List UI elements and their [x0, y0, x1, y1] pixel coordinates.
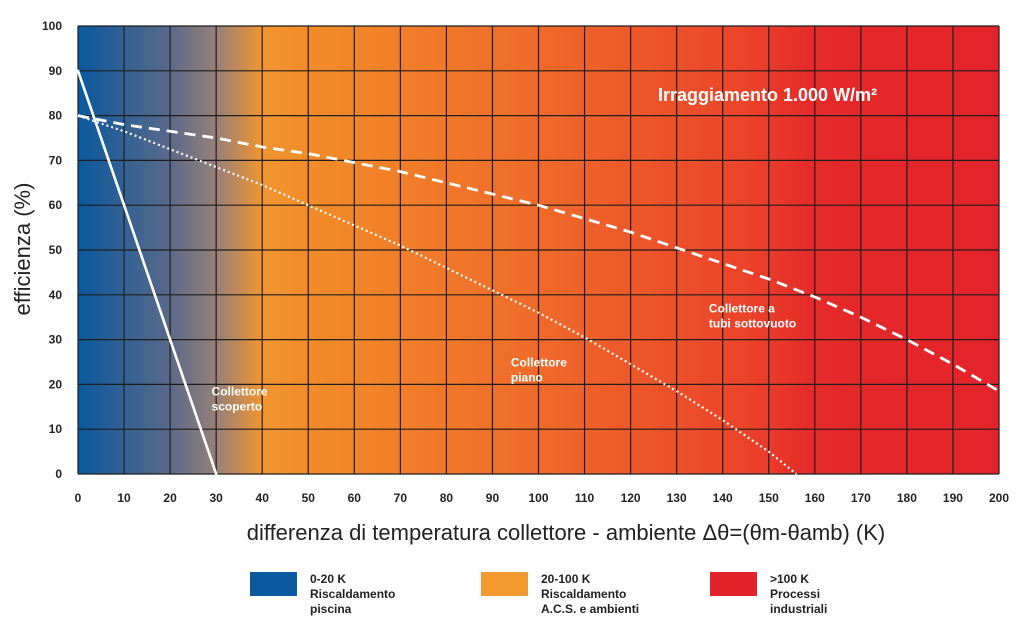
series-label-line: scoperto [212, 400, 263, 414]
x-tick-label: 170 [851, 491, 871, 505]
legend-range: 0-20 K [310, 572, 347, 586]
x-tick-label: 150 [759, 491, 779, 505]
legend-line: Riscaldamento [541, 587, 627, 601]
x-tick-label: 70 [394, 491, 408, 505]
series-label-1: Collettore scoperto [212, 385, 268, 414]
series-label-2: Collettore piano [511, 355, 567, 384]
x-tick-label: 30 [209, 491, 223, 505]
x-tick-label: 60 [348, 491, 362, 505]
x-tick-label: 190 [943, 491, 963, 505]
series-group [76, 69, 1000, 476]
legend-item-0-20k: 0-20 K Riscaldamento piscina [250, 572, 395, 617]
y-tick-label: 100 [42, 19, 62, 33]
x-axis-ticks: 0 10 20 30 40 50 60 70 80 90 100 110 120 130 140 150 160… [75, 491, 1010, 505]
series-label-line: Collettore [212, 385, 268, 399]
series-label-line: Collettore [511, 355, 567, 369]
y-tick-label: 10 [49, 422, 63, 436]
series-line-1 [76, 69, 218, 476]
series-label-line: Collettore a [709, 302, 775, 316]
x-tick-label: 180 [897, 491, 917, 505]
legend-line: A.C.S. e ambienti [541, 602, 640, 616]
series-label-3: Collettore a tubi sottovuoto [709, 302, 796, 331]
legend-item-over-100k: >100 K Processi industriali [710, 572, 827, 617]
x-tick-label: 100 [528, 491, 548, 505]
x-tick-label: 140 [713, 491, 733, 505]
legend-line: Riscaldamento [310, 587, 396, 601]
x-tick-label: 120 [621, 491, 641, 505]
x-tick-label: 10 [117, 491, 131, 505]
x-tick-label: 0 [75, 491, 82, 505]
legend-text: >100 K Processi industriali [770, 572, 827, 617]
series-label-line: piano [511, 370, 543, 384]
y-tick-label: 0 [55, 467, 62, 481]
x-tick-label: 130 [667, 491, 687, 505]
series-label-line: tubi sottovuoto [709, 317, 796, 331]
x-tick-label: 160 [805, 491, 825, 505]
series-line-3 [77, 114, 1000, 393]
legend-line: piscina [310, 602, 352, 616]
legend-range: >100 K [770, 572, 810, 586]
x-tick-label: 80 [440, 491, 454, 505]
y-tick-label: 40 [49, 288, 63, 302]
x-tick-label: 40 [256, 491, 270, 505]
legend-line: industriali [770, 602, 828, 616]
legend-text: 20-100 K Riscaldamento A.C.S. e ambienti [541, 572, 639, 617]
series-line-2 [77, 114, 798, 475]
legend-range: 20-100 K [541, 572, 591, 586]
legend-line: Processi [770, 587, 821, 601]
x-tick-label: 20 [163, 491, 177, 505]
x-tick-label: 110 [575, 491, 595, 505]
x-tick-label: 200 [989, 491, 1009, 505]
x-tick-label: 90 [486, 491, 500, 505]
chart-title: Irraggiamento 1.000 W/m² [658, 85, 877, 105]
legend-swatch-blue [250, 572, 297, 596]
y-tick-label: 30 [49, 333, 63, 347]
x-tick-label: 50 [302, 491, 316, 505]
y-tick-label: 90 [49, 64, 63, 78]
legend-swatch-red [710, 572, 757, 596]
legend-item-20-100k: 20-100 K Riscaldamento A.C.S. e ambienti [481, 572, 639, 617]
y-tick-label: 80 [49, 109, 63, 123]
y-axis-title: efficienza (%) [10, 183, 35, 316]
y-tick-label: 70 [49, 153, 63, 167]
legend-text: 0-20 K Riscaldamento piscina [310, 572, 395, 617]
y-tick-label: 50 [49, 243, 63, 257]
y-tick-label: 20 [49, 377, 63, 391]
y-axis-ticks: 0 10 20 30 40 50 60 70 80 90 100 [42, 19, 62, 481]
y-tick-label: 60 [49, 198, 63, 212]
legend-swatch-orange [481, 572, 528, 596]
x-axis-title: differenza di temperatura collettore - a… [247, 520, 886, 545]
